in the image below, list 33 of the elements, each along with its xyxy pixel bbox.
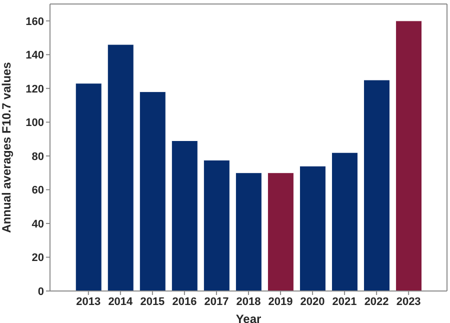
x-tick-label: 2018 — [236, 296, 261, 308]
y-tick-label: 20 — [32, 252, 44, 264]
bar — [331, 152, 358, 291]
x-tick-label: 2023 — [396, 296, 421, 308]
x-tick-label: 2021 — [332, 296, 357, 308]
x-tick-label: 2022 — [364, 296, 389, 308]
y-tick-label: 40 — [32, 218, 44, 230]
bar — [139, 92, 166, 291]
bar — [396, 20, 422, 291]
y-tick-label: 120 — [26, 83, 44, 96]
x-tick-label: 2014 — [108, 296, 134, 308]
y-tick-label: 60 — [32, 184, 44, 197]
x-axis-title: Year — [236, 312, 262, 323]
y-tick-label: 140 — [26, 50, 44, 62]
bar — [299, 166, 326, 291]
bar — [267, 172, 294, 291]
x-tick-label: 2015 — [140, 296, 165, 308]
bar — [235, 172, 262, 291]
x-tick-label: 2020 — [300, 296, 325, 308]
bar — [364, 80, 390, 291]
bar — [75, 83, 102, 291]
bar — [171, 140, 198, 291]
y-tick-label: 100 — [26, 117, 44, 130]
y-tick-label: 80 — [32, 150, 44, 163]
y-tick-label: 0 — [38, 286, 44, 298]
x-tick-label: 2013 — [76, 296, 101, 308]
x-tick-label: 2017 — [204, 296, 229, 308]
y-axis-title: Annual averages F10.7 values — [0, 62, 14, 233]
x-tick-label: 2016 — [172, 296, 197, 308]
bar — [107, 44, 134, 291]
y-tick-label: 160 — [26, 16, 44, 28]
x-tick-label: 2019 — [268, 296, 293, 308]
bar — [203, 160, 230, 291]
